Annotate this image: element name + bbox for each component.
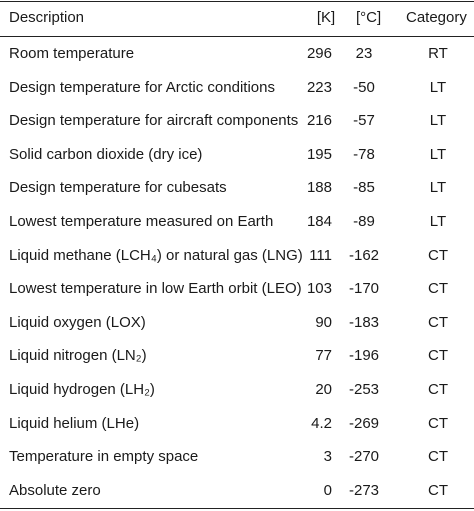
table-row: Liquid helium (LHe) 4.2 -269 CT [0,407,474,441]
cell-celsius: -269 [348,414,380,432]
cell-description: Lowest temperature measured on Earth [9,213,274,230]
cell-description: Design temperature for cubesats [9,179,227,197]
cell-description: Absolute zero [9,481,101,499]
header-celsius: [°C] [356,9,382,26]
table-row: Liquid nitrogen (LN₂) 77 -196 CT [0,339,474,373]
table-header-rule [0,36,474,37]
table-row: Solid carbon dioxide (dry ice) 195 -78 L… [0,138,474,172]
table-row: Liquid hydrogen (LH₂) 20 -253 CT [0,373,474,407]
cell-kelvin: 195 [306,145,332,163]
cell-description: Design temperature for aircraft componen… [9,112,299,130]
cell-kelvin: 216 [306,112,332,130]
header-category: Category [406,9,467,26]
table-row: Absolute zero 0 -273 CT [0,474,474,508]
cell-celsius: -270 [348,448,380,466]
cell-category: CT [428,414,448,432]
cell-celsius: -196 [348,347,380,365]
cell-kelvin: 3 [323,448,332,466]
table-row: Design temperature for Arctic conditions… [0,71,474,105]
cell-category: CT [428,246,448,264]
cell-kelvin: 90 [315,313,332,331]
table-header-row: Description [K] [°C] Category [0,1,474,35]
cell-celsius: -50 [353,78,375,96]
cell-category: LT [429,179,447,197]
cell-celsius: -170 [348,280,380,298]
cell-description: Liquid helium (LHe) [9,414,140,432]
cell-kelvin: 184 [306,213,332,230]
cell-category: CT [428,280,448,298]
cell-description: Solid carbon dioxide (dry ice) [9,145,203,163]
cell-description: Lowest temperature in low Earth orbit (L… [9,280,302,298]
table-row: Design temperature for aircraft componen… [0,104,474,138]
cell-celsius: -85 [353,179,375,197]
cell-kelvin: 188 [306,179,332,197]
cell-kelvin: 111 [309,246,332,264]
header-kelvin: [K] [316,9,336,26]
cell-description: Liquid oxygen (LOX) [9,313,146,331]
table-row: Lowest temperature measured on Earth 184… [0,205,474,239]
table-row: Room temperature 296 23 RT [0,37,474,71]
cell-celsius: -183 [348,313,380,331]
cell-kelvin: 296 [306,45,332,62]
cell-kelvin: 20 [315,381,332,398]
cell-category: LT [429,213,447,230]
cell-category: CT [428,481,448,499]
table-top-rule [0,1,474,2]
cell-category: CT [428,313,448,331]
cell-description: Liquid methane (LCH₄) or natural gas (LN… [9,246,303,264]
table-row: Temperature in empty space 3 -270 CT [0,440,474,474]
cell-celsius: -78 [353,145,375,163]
table-row: Lowest temperature in low Earth orbit (L… [0,272,474,306]
cell-celsius: -253 [348,381,380,398]
cell-kelvin: 0 [323,481,332,499]
cell-description: Temperature in empty space [9,448,199,466]
cell-category: CT [428,448,448,466]
cell-category: LT [429,78,447,96]
cell-category: LT [429,112,447,130]
cell-kelvin: 103 [306,280,332,298]
cell-description: Liquid hydrogen (LH₂) [9,381,155,398]
cell-category: CT [428,381,448,398]
cell-celsius: -89 [353,213,375,230]
cell-celsius: -162 [348,246,380,264]
cell-kelvin: 223 [306,78,332,96]
cell-description: Room temperature [9,45,135,62]
table-bottom-rule [0,508,474,509]
cell-category: RT [428,45,448,62]
cell-description: Liquid nitrogen (LN₂) [9,347,147,365]
table-row: Design temperature for cubesats 188 -85 … [0,171,474,205]
table-row: Liquid methane (LCH₄) or natural gas (LN… [0,239,474,273]
cell-description: Design temperature for Arctic conditions [9,78,275,96]
table-row: Liquid oxygen (LOX) 90 -183 CT [0,306,474,340]
cell-category: LT [429,145,447,163]
cell-celsius: 23 [355,45,373,62]
cell-kelvin: 77 [315,347,332,365]
header-description: Description [9,9,85,26]
cell-category: CT [428,347,448,365]
cell-kelvin: 4.2 [311,414,332,432]
cell-celsius: -273 [348,481,380,499]
cell-celsius: -57 [353,112,375,130]
